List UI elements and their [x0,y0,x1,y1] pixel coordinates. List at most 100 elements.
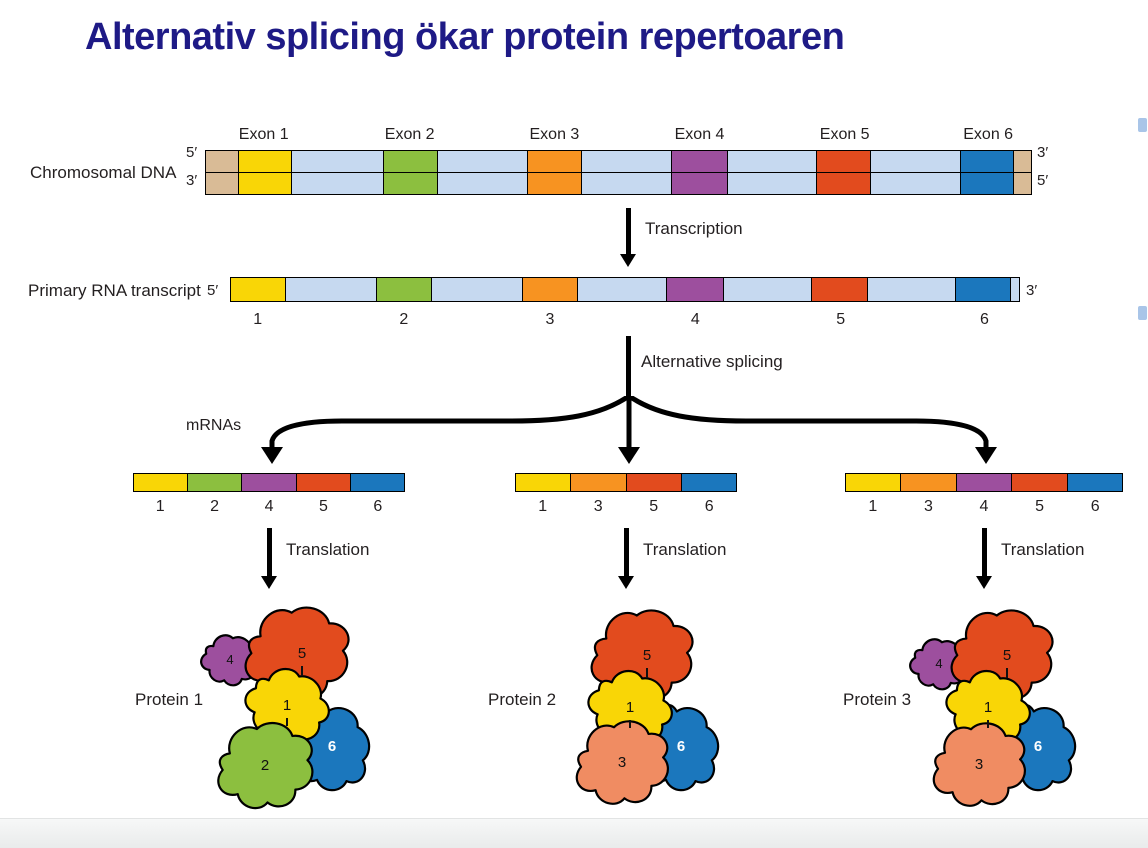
exon-3-segment [570,474,626,491]
mrna-exon-number: 1 [538,498,548,515]
alt-splicing-label: Alternative splicing [641,352,783,371]
mrna-exon-number: 3 [593,498,603,515]
rna-5prime: 5′ [207,282,219,299]
branch-left [269,396,631,448]
translation-arrow-head-1 [261,576,277,589]
translation-arrow-line-2 [624,528,629,578]
exon-3-segment [900,474,956,491]
exon-4-segment [670,151,727,172]
mrna-1-bar [133,473,405,492]
domain-number-3: 3 [618,754,626,771]
exon-1-segment [237,173,291,194]
exon-label-1: Exon 1 [238,126,289,143]
exon-2-segment [375,278,432,301]
protein-2-label: Protein 2 [488,690,557,709]
protein-3-label: Protein 3 [843,690,912,709]
mrna-exon-number: 1 [868,498,878,515]
exon-2-segment [382,151,437,172]
rna-exon-number: 3 [545,311,555,328]
dna-end-segment [206,151,238,172]
rna-row-label: Primary RNA transcript [28,281,201,300]
exon-1-segment [231,278,286,301]
scrollbar-marker-bottom[interactable] [1138,306,1147,320]
exon-5-segment [1011,474,1067,491]
intron-segment [726,173,817,194]
exon-6-segment [680,474,736,491]
translation-arrow-line-3 [982,528,987,578]
exon-label-5: Exon 5 [819,126,870,143]
transcription-arrow-head [620,254,636,267]
scrollbar-marker-top[interactable] [1138,118,1147,132]
exon-5-segment [811,278,867,301]
rna-exon-numbers-row: 1 2 3 4 5 6 [230,311,1020,331]
domain-number-5: 5 [643,647,651,664]
exon-6-segment [349,474,405,491]
exon-1-segment [134,474,188,491]
rna-exon-number: 5 [836,311,846,328]
chromosomal-dna-bar [205,150,1032,196]
exon-6-segment [959,151,1013,172]
mrna-exon-number: 2 [210,498,220,515]
rna-exon-number: 1 [253,311,263,328]
mrna-exon-number: 4 [979,498,989,515]
domain-number-6: 6 [677,738,685,755]
dna-5prime-left: 5′ [186,144,198,161]
exon-4-segment [665,278,723,301]
branch-arrow-head-left [261,447,283,464]
translation-arrow-head-2 [618,576,634,589]
translation-label-3: Translation [1001,540,1085,559]
exon-6-segment [954,278,1011,301]
exon-label-4: Exon 4 [674,126,725,143]
domain-number-6: 6 [328,738,336,755]
branch-arrow-head-right [975,447,997,464]
mrna-3-numbers: 1 3 4 5 6 [845,498,1123,516]
mrna-1-numbers: 1 2 4 5 6 [133,498,405,516]
exon-5-segment [625,474,681,491]
rna-exon-number: 6 [979,311,989,328]
exon-6-segment [959,173,1013,194]
intron-segment [290,173,383,194]
intron-segment [576,278,666,301]
exon-4-segment [670,173,727,194]
dna-3prime-right: 3′ [1037,144,1049,161]
intron-segment [870,173,960,194]
exon-5-segment [295,474,350,491]
alt-splicing-arrow-line [626,336,631,398]
exon-1-segment [846,474,901,491]
intron-segment [285,278,376,301]
exon-2-segment [187,474,242,491]
primary-rna-bar [230,277,1020,302]
transcription-label: Transcription [645,219,743,238]
domain-number-4: 4 [935,656,942,671]
mrna-3-bar [845,473,1123,492]
intron-segment [1010,278,1019,301]
mrna-2-bar [515,473,737,492]
intron-segment [870,151,960,172]
mrna-exon-number: 5 [1035,498,1045,515]
dna-end-segment [1012,151,1031,172]
branch-right [627,396,989,448]
mrna-exon-number: 6 [1090,498,1100,515]
exon-1-segment [237,151,291,172]
mrna-exon-number: 3 [923,498,933,515]
domain-number-1: 1 [283,697,291,714]
mrna-exon-number: 5 [649,498,659,515]
mrna-exon-number: 6 [704,498,714,515]
exon-3-segment [527,173,581,194]
exon-label-6: Exon 6 [963,126,1014,143]
intron-segment [866,278,955,301]
intron-segment [580,151,671,172]
bottom-bar [0,818,1148,848]
translation-arrow-line-1 [267,528,272,578]
protein-1-label: Protein 1 [135,690,204,709]
mrna-exon-number: 6 [373,498,383,515]
intron-segment [436,173,528,194]
exon-label-3: Exon 3 [529,126,580,143]
protein-1-cluster: 4 5 1 2 6 [195,597,380,814]
exon-4-segment [241,474,296,491]
intron-segment [726,151,817,172]
protein-3-cluster: 4 5 1 3 6 [904,600,1086,812]
intron-segment [580,173,671,194]
intron-segment [431,278,522,301]
dna-3prime-left: 3′ [186,172,198,189]
